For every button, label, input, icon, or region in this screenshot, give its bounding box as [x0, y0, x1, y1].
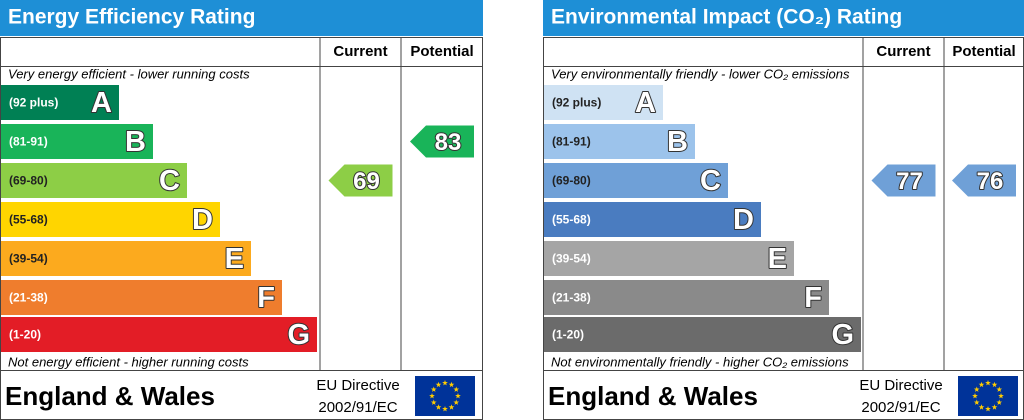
- title-bar: [543, 0, 1024, 36]
- rating-band: [544, 202, 761, 237]
- directive: EU Directive: [859, 377, 942, 394]
- column-header: Current: [333, 43, 387, 60]
- bottom-note: Not energy efficient - higher running co…: [8, 354, 249, 369]
- rating-band: [544, 241, 794, 276]
- band-letter: A: [91, 87, 112, 119]
- rating-band: [544, 163, 728, 198]
- rating-band: [544, 85, 663, 120]
- rating-band: [1, 317, 317, 352]
- flag-star: [978, 404, 985, 410]
- rating-value: 77: [896, 168, 923, 195]
- band-range: (1-20): [552, 328, 584, 342]
- band-letter: D: [192, 204, 213, 236]
- band-letter: E: [225, 243, 244, 275]
- flag-star: [985, 406, 991, 412]
- rating-band: [1, 85, 119, 120]
- flag-star: [991, 381, 998, 388]
- band-letter: C: [700, 165, 721, 197]
- band-range: (39-54): [552, 252, 591, 266]
- flag-star: [435, 381, 442, 388]
- band-letter: B: [667, 126, 688, 158]
- rating-band: [1, 202, 220, 237]
- rating-arrow: [328, 164, 393, 197]
- band-letter: A: [635, 87, 656, 119]
- rating-band: [1, 124, 153, 159]
- column-header: Current: [876, 43, 930, 60]
- flag-star: [435, 404, 442, 410]
- rating-band: [1, 241, 251, 276]
- rating-band: [544, 280, 829, 315]
- band-range: (55-68): [552, 213, 591, 227]
- rating-value: 69: [353, 168, 380, 195]
- band-letter: F: [804, 282, 822, 314]
- rating-band: [544, 124, 695, 159]
- flag-star: [978, 381, 985, 388]
- directive: 2002/91/EC: [318, 399, 397, 416]
- flag-star: [453, 399, 460, 405]
- top-note: Very energy efficient - lower running co…: [8, 66, 250, 81]
- rating-arrow: [952, 164, 1016, 197]
- flag-star: [973, 399, 980, 405]
- flag-star: [455, 393, 461, 399]
- flag-star: [429, 393, 435, 399]
- rating-panel: Energy Efficiency Rating Current Potential…: [0, 0, 483, 420]
- column-header: Potential: [410, 43, 473, 60]
- region: England & Wales: [5, 381, 215, 411]
- flag-star: [973, 386, 980, 392]
- rating-band: [544, 317, 861, 352]
- flag-star: [991, 404, 998, 410]
- directive: EU Directive: [316, 377, 399, 394]
- flag-star: [996, 399, 1003, 405]
- band-letter: G: [287, 319, 310, 351]
- band-range: (1-20): [9, 328, 41, 342]
- flag-star: [453, 386, 460, 392]
- band-letter: G: [831, 319, 854, 351]
- rating-band: [1, 280, 282, 315]
- band-range: (92 plus): [9, 96, 58, 110]
- band-range: (92 plus): [552, 96, 601, 110]
- band-range: (81-91): [552, 135, 591, 149]
- rating-value: 76: [977, 168, 1004, 195]
- rating-panel: Environmental Impact (CO₂) Rating Current…: [543, 0, 1024, 420]
- panel-title: Energy Efficiency Rating: [8, 6, 255, 29]
- flag-star: [998, 393, 1004, 399]
- band-letter: E: [768, 243, 787, 275]
- band-range: (69-80): [9, 174, 48, 188]
- flag-star: [430, 386, 437, 392]
- band-letter: C: [159, 165, 180, 197]
- flag-star: [442, 380, 448, 386]
- band-range: (21-38): [552, 291, 591, 305]
- bottom-note: Not environmentally friendly - higher CO…: [551, 354, 849, 369]
- rating-band: [1, 163, 187, 198]
- flag-star: [448, 404, 455, 410]
- band-range: (39-54): [9, 252, 48, 266]
- band-range: (81-91): [9, 135, 48, 149]
- directive: 2002/91/EC: [861, 399, 940, 416]
- rating-arrow: [410, 125, 474, 158]
- band-range: (69-80): [552, 174, 591, 188]
- flag-star: [996, 386, 1003, 392]
- flag-star: [448, 381, 455, 388]
- flag-star: [430, 399, 437, 405]
- panel-title: Environmental Impact (CO₂) Rating: [551, 6, 902, 29]
- band-letter: B: [125, 126, 146, 158]
- band-range: (21-38): [9, 291, 48, 305]
- band-range: (55-68): [9, 213, 48, 227]
- title-bar: [0, 0, 483, 36]
- rating-value: 83: [435, 129, 462, 156]
- flag-star: [985, 380, 991, 386]
- band-letter: F: [257, 282, 275, 314]
- rating-arrow: [871, 164, 936, 197]
- region: England & Wales: [548, 381, 758, 411]
- column-header: Potential: [952, 43, 1015, 60]
- band-letter: D: [733, 204, 754, 236]
- flag-star: [972, 393, 978, 399]
- top-note: Very environmentally friendly - lower CO…: [551, 66, 850, 81]
- flag-star: [442, 406, 448, 412]
